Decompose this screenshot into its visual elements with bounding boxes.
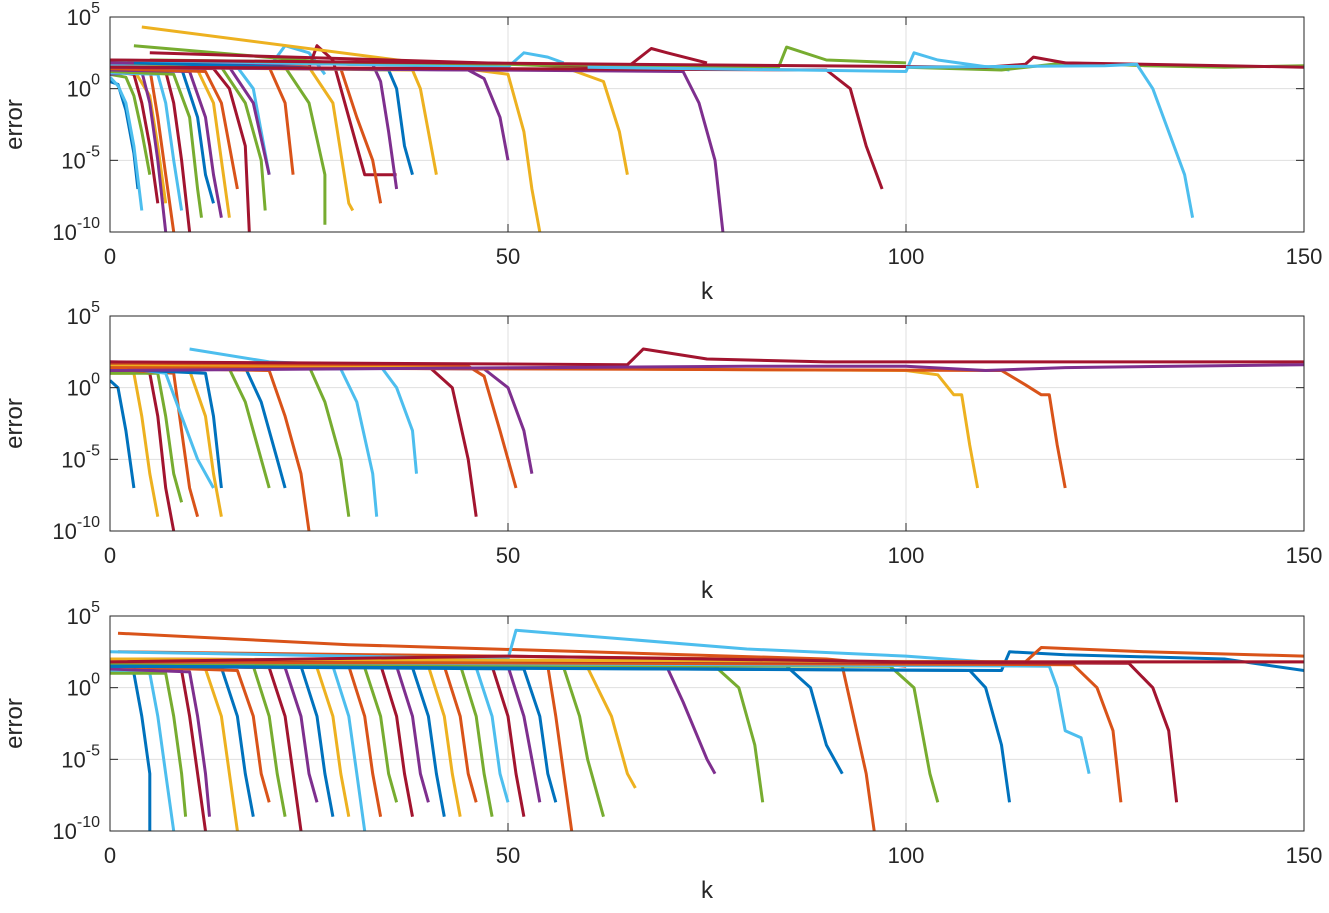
middle-y-tick-label: 105 [67, 299, 100, 329]
bottom-y-tick-label: 10-5 [61, 742, 100, 772]
bottom-series-line [110, 660, 1123, 803]
top-y-tick-label: 100 [67, 72, 100, 102]
bottom-series-group [110, 628, 1304, 832]
bottom-series-line [110, 654, 1304, 664]
middle-series-line [110, 371, 184, 503]
top-x-tick-label: 0 [104, 244, 116, 269]
top-x-tick-label: 50 [496, 244, 520, 269]
bottom-series-line [110, 664, 271, 803]
top-y-tick-label: 10-10 [52, 215, 100, 245]
top-series-line [110, 72, 152, 175]
bottom-x-tick-label: 50 [496, 843, 520, 868]
tick-base: 10 [52, 819, 76, 844]
bottom-plot-area [110, 616, 1304, 831]
tick-exponent: -5 [86, 742, 100, 759]
tick-base: 10 [67, 77, 91, 102]
tick-base: 10 [52, 220, 76, 245]
tick-base: 10 [67, 5, 91, 30]
top-axes-box [109, 16, 1305, 233]
tick-base: 10 [61, 447, 85, 472]
top-series-group [110, 25, 1304, 233]
tick-exponent: 0 [91, 72, 100, 89]
tick-exponent: -5 [86, 143, 100, 160]
top-series-line [110, 70, 203, 218]
top-series-line [905, 62, 1195, 218]
middle-series-line [110, 379, 136, 489]
top-x-tick-label: 100 [888, 244, 925, 269]
bottom-y-axis-label: error [1, 698, 28, 749]
tick-exponent: 0 [91, 671, 100, 688]
middle-y-tick-label: 100 [67, 371, 100, 401]
bottom-y-tick-label: 105 [67, 599, 100, 629]
middle-series-line [110, 347, 1304, 367]
tick-exponent: 5 [91, 0, 100, 17]
top-y-tick-label: 105 [67, 0, 100, 30]
tick-base: 10 [67, 676, 91, 701]
tick-exponent: -10 [77, 814, 100, 831]
tick-base: 10 [67, 304, 91, 329]
middle-x-tick-label: 0 [104, 543, 116, 568]
top-y-axis-label: error [1, 99, 28, 150]
bottom-x-tick-label: 100 [888, 843, 925, 868]
middle-plot-area [110, 316, 1304, 531]
bottom-x-tick-label: 0 [104, 843, 116, 868]
tick-exponent: -10 [77, 215, 100, 232]
top-y-tick-label: 10-5 [61, 143, 100, 173]
tick-exponent: 0 [91, 371, 100, 388]
top-series-line [110, 67, 239, 190]
top-x-axis-label: k [701, 278, 714, 305]
bottom-x-axis-label: k [701, 877, 714, 904]
tick-exponent: 5 [91, 299, 100, 316]
top-series-line [110, 65, 884, 190]
tick-base: 10 [52, 519, 76, 544]
middle-series-line [189, 347, 418, 474]
tick-base: 10 [61, 747, 85, 772]
middle-series-group [110, 347, 1304, 532]
middle-y-tick-label: 10-10 [52, 514, 100, 544]
top-series-line [110, 51, 565, 69]
bottom-series-line [110, 664, 1011, 803]
middle-y-axis-label: error [1, 398, 28, 449]
bottom-x-tick-label: 150 [1286, 843, 1323, 868]
bottom-axes-box [109, 615, 1305, 832]
tick-exponent: 5 [91, 599, 100, 616]
bottom-y-tick-label: 10-10 [52, 814, 100, 844]
bottom-y-tick-label: 100 [67, 671, 100, 701]
tick-exponent: -10 [77, 514, 100, 531]
tick-base: 10 [61, 148, 85, 173]
top-x-tick-label: 150 [1286, 244, 1323, 269]
top-series-line [110, 76, 144, 211]
middle-x-tick-label: 100 [888, 543, 925, 568]
tick-base: 10 [67, 604, 91, 629]
middle-axes-box [109, 315, 1305, 532]
top-plot-area [110, 17, 1304, 232]
bottom-series-line [110, 671, 188, 817]
middle-y-tick-label: 10-5 [61, 442, 100, 472]
top-series-line [587, 51, 1010, 73]
tick-base: 10 [67, 376, 91, 401]
middle-x-axis-label: k [701, 577, 714, 604]
middle-series-line [110, 363, 518, 489]
bottom-series-line [110, 667, 211, 817]
middle-series-line [110, 363, 1304, 372]
middle-x-tick-label: 50 [496, 543, 520, 568]
middle-x-tick-label: 150 [1286, 543, 1323, 568]
tick-exponent: -5 [86, 442, 100, 459]
